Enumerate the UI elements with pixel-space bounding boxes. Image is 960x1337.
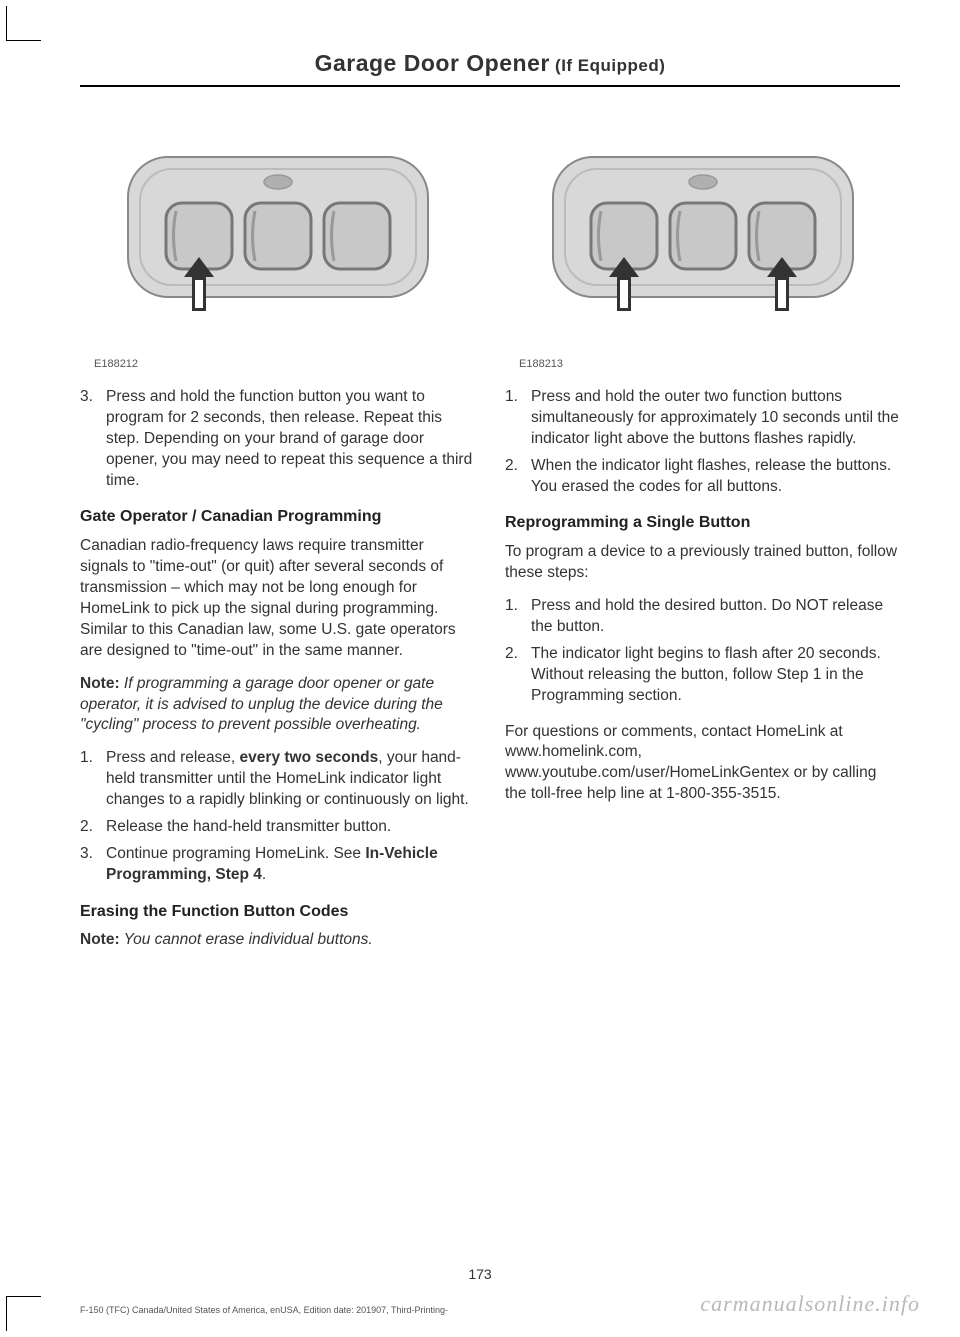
note-label: Note: [80,931,120,948]
header-title: Garage Door Opener [315,50,550,76]
step-number: 3. [80,387,106,492]
step-text: The indicator light begins to flash afte… [531,644,900,707]
step-item: 2. The indicator light begins to flash a… [505,644,900,707]
step-text: Press and hold the desired button. Do NO… [531,596,900,638]
homelink-device-img-left [108,137,448,347]
step-item: 2. Release the hand-held transmitter but… [80,817,475,838]
note-text: If programming a garage door opener or g… [80,675,443,734]
content-columns: E188212 3. Press and hold the function b… [80,117,900,963]
text-part: Press and release, [106,749,240,766]
step-item: 3. Press and hold the function button yo… [80,387,475,492]
left-column: E188212 3. Press and hold the function b… [80,117,475,963]
note-label: Note: [80,675,120,692]
step-number: 2. [505,456,531,498]
step-text: Press and hold the function button you w… [106,387,475,492]
note-2: Note: You cannot erase individual button… [80,930,475,951]
page: Garage Door Opener (If Equipped) E1 [0,0,960,1337]
right-column: E188213 1. Press and hold the outer two … [505,117,900,963]
reprog-intro: To program a device to a previously trai… [505,542,900,584]
homelink-device-img-right [533,137,873,347]
chapter-header: Garage Door Opener (If Equipped) [80,50,900,87]
text-part: . [262,866,266,883]
erase-steps-list: 1. Press and hold the outer two function… [505,387,900,498]
step-text: Release the hand-held transmitter button… [106,817,475,838]
note-1: Note: If programming a garage door opene… [80,674,475,737]
step-number: 1. [505,596,531,638]
step-text: Press and release, every two seconds, yo… [106,748,475,811]
step-item: 1. Press and release, every two seconds,… [80,748,475,811]
reprog-steps-list: 1. Press and hold the desired button. Do… [505,596,900,707]
step-list-left-1: 3. Press and hold the function button yo… [80,387,475,492]
gate-operator-paragraph: Canadian radio-frequency laws require tr… [80,536,475,662]
erasing-heading: Erasing the Function Button Codes [80,901,475,923]
step-text: When the indicator light flashes, releas… [531,456,900,498]
watermark: carmanualsonline.info [700,1291,920,1317]
contact-paragraph: For questions or comments, contact HomeL… [505,722,900,806]
page-number: 173 [0,1266,960,1282]
step-number: 1. [505,387,531,450]
note-text: You cannot erase individual buttons. [120,931,373,948]
step-number: 3. [80,844,106,886]
gate-steps-list: 1. Press and release, every two seconds,… [80,748,475,886]
step-text: Continue programing HomeLink. See In-Veh… [106,844,475,886]
image-label-left: E188212 [94,357,475,372]
text-part: Continue programing HomeLink. See [106,845,365,862]
header-subtitle: (If Equipped) [550,56,666,75]
step-item: 2. When the indicator light flashes, rel… [505,456,900,498]
step-number: 2. [80,817,106,838]
step-item: 3. Continue programing HomeLink. See In-… [80,844,475,886]
reprogramming-heading: Reprogramming a Single Button [505,512,900,534]
gate-operator-heading: Gate Operator / Canadian Programming [80,506,475,528]
step-item: 1. Press and hold the desired button. Do… [505,596,900,638]
footer-text: F-150 (TFC) Canada/United States of Amer… [80,1305,448,1315]
step-text: Press and hold the outer two function bu… [531,387,900,450]
step-number: 1. [80,748,106,811]
text-bold: every two seconds [240,749,379,766]
image-label-right: E188213 [519,357,900,372]
step-item: 1. Press and hold the outer two function… [505,387,900,450]
step-number: 2. [505,644,531,707]
